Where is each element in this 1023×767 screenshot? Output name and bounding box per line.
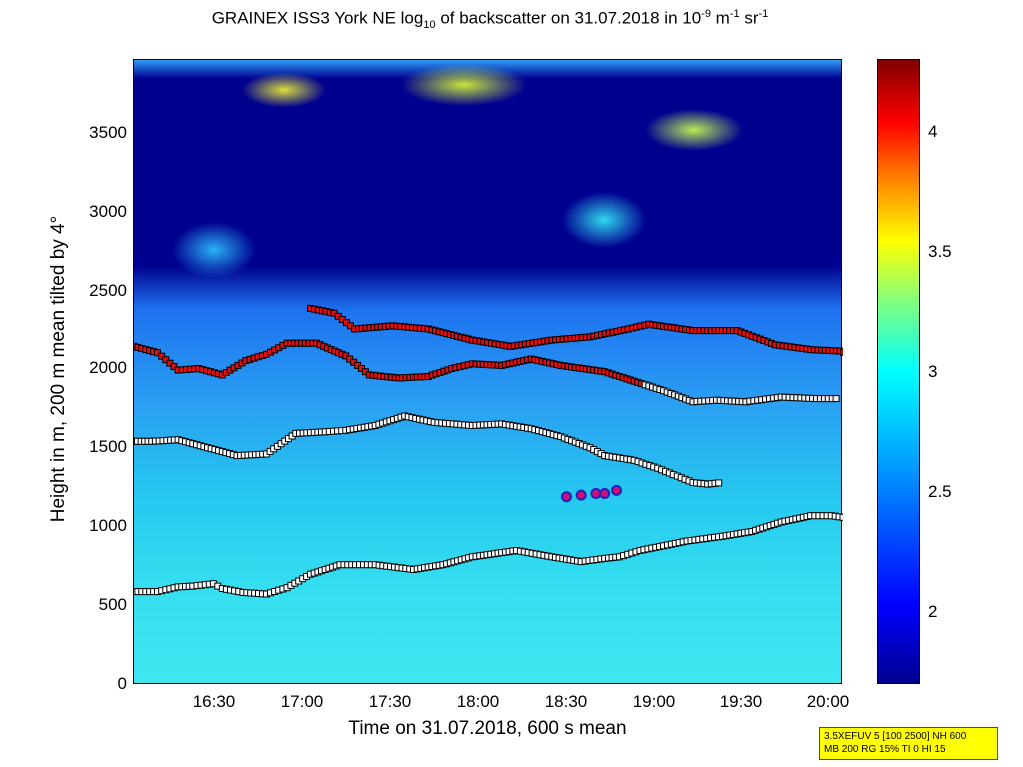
x-tick-label: 20:00 (806, 692, 850, 711)
colorbar-tick-label: 4 (928, 122, 938, 141)
layer-marker (715, 479, 723, 487)
layer-marker (832, 395, 840, 403)
x-axis-label: Time on 31.07.2018, 600 s mean (348, 718, 627, 739)
x-tick-label: 17:30 (368, 692, 412, 711)
colorbar-tick-label: 3 (928, 362, 938, 381)
y-tick-label: 3500 (89, 123, 127, 142)
layer-marker (839, 513, 843, 521)
chart-title: GRAINEX ISS3 York NE log10 of backscatte… (211, 8, 769, 32)
x-tick-label: 19:30 (719, 692, 763, 711)
y-tick-label: 2500 (89, 281, 127, 300)
y-tick-label: 2000 (89, 358, 127, 377)
colorbar-tick-label: 3.5 (928, 242, 952, 261)
info-line: MB 200 RG 15% TI 0 HI 15 (824, 744, 946, 755)
x-tick-label: 18:00 (456, 692, 500, 711)
colorbar (877, 59, 920, 684)
x-tick-label: 17:00 (280, 692, 324, 711)
x-tick-label: 18:30 (544, 692, 588, 711)
colorbar-tick-label: 2.5 (928, 482, 952, 501)
heatmap-plot-area (133, 59, 843, 684)
layer-marker (836, 347, 843, 355)
special-marker (599, 488, 611, 499)
x-tick-label: 19:00 (632, 692, 676, 711)
info-line: 3.5XEFUV 5 [100 2500] NH 600 (824, 731, 967, 742)
special-marker (575, 489, 587, 501)
y-tick-label: 1500 (89, 437, 127, 456)
x-tick-label: 16:30 (192, 692, 236, 711)
processing-info-box: 3.5XEFUV 5 [100 2500] NH 600 MB 200 RG 1… (819, 727, 998, 760)
colorbar-tick-label: 2 (928, 602, 938, 621)
layer-marker (840, 348, 843, 356)
y-tick-label: 1000 (89, 516, 127, 535)
y-tick-label: 500 (98, 595, 127, 614)
cloud-layer-overlay (134, 304, 843, 598)
special-marker (611, 484, 622, 496)
special-marker (590, 488, 602, 499)
special-marker (561, 491, 572, 503)
y-tick-label: 3000 (89, 202, 127, 221)
y-tick-label: 0 (117, 674, 127, 693)
